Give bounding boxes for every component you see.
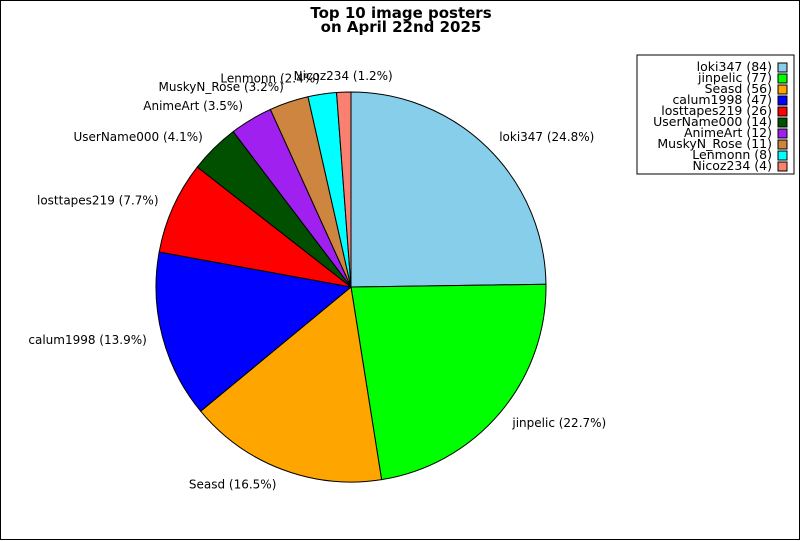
legend: loki347 (84)jinpelic (77)Seasd (56)calum…: [636, 54, 795, 175]
legend-label-calum1998: calum1998 (47): [672, 92, 772, 107]
pie-slices: [155, 91, 547, 483]
legend-swatch-jinpelic: [777, 73, 788, 84]
legend-swatch-calum1998: [777, 95, 788, 106]
legend-swatch-username000: [777, 117, 788, 128]
legend-swatch-lenmonn: [777, 150, 788, 161]
legend-label-losttapes219: losttapes219 (26): [661, 103, 772, 118]
legend-swatch-losttapes219: [777, 106, 788, 117]
pie-slice-losttapes219: [158, 166, 352, 288]
legend-swatch-animeart: [777, 128, 788, 139]
legend-swatch-seasd: [777, 84, 788, 95]
pie-slice-nicoz234: [336, 91, 352, 288]
chart-title-line-1: Top 10 image posters: [310, 4, 491, 22]
slice-label-username000: UserName000 (4.1%): [73, 130, 202, 144]
legend-label-animeart: AnimeArt (12): [684, 125, 772, 140]
slice-label-seasd: Seasd (16.5%): [189, 477, 277, 491]
legend-label-muskyn_rose: MuskyN_Rose (11): [657, 136, 772, 151]
slice-label-losttapes219: losttapes219 (7.7%): [37, 194, 159, 208]
slice-label-jinpelic: jinpelic (22.7%): [511, 416, 606, 430]
pie-slice-calum1998: [155, 251, 353, 412]
legend-swatch-nicoz234: [777, 161, 788, 172]
slice-label-lenmonn: Lenmonn (2.4%): [220, 71, 319, 85]
legend-swatch-muskyn_rose: [777, 139, 788, 150]
legend-label-username000: UserName000 (14): [653, 114, 772, 129]
legend-label-nicoz234: Nicoz234 (4): [693, 158, 772, 173]
legend-label-lenmonn: Lenmonn (8): [692, 147, 772, 162]
slice-label-animeart: AnimeArt (3.5%): [143, 99, 243, 113]
pie-slice-seasd: [199, 286, 383, 483]
slice-label-muskyn_rose: MuskyN_Rose (3.2%): [159, 80, 284, 94]
legend-label-jinpelic: jinpelic (77): [697, 70, 772, 85]
legend-label-seasd: Seasd (56): [705, 81, 772, 96]
legend-items: loki347 (84)jinpelic (77)Seasd (56)calum…: [653, 59, 788, 173]
chart-title-line-2: on April 22nd 2025: [321, 18, 482, 36]
legend-swatch-loki347: [777, 62, 788, 73]
pie-slice-loki347: [350, 91, 547, 288]
slice-label-calum1998: calum1998 (13.9%): [28, 333, 146, 347]
slice-labels: loki347 (24.8%) jinpelic (22.7%) Seasd (16…: [28, 69, 606, 491]
slice-label-loki347: loki347 (24.8%): [499, 130, 594, 144]
legend-label-loki347: loki347 (84): [697, 59, 772, 74]
legend-box: [636, 54, 795, 175]
pie-slice-jinpelic: [350, 283, 547, 481]
slice-label-nicoz234: Nicoz234 (1.2%): [294, 69, 393, 83]
